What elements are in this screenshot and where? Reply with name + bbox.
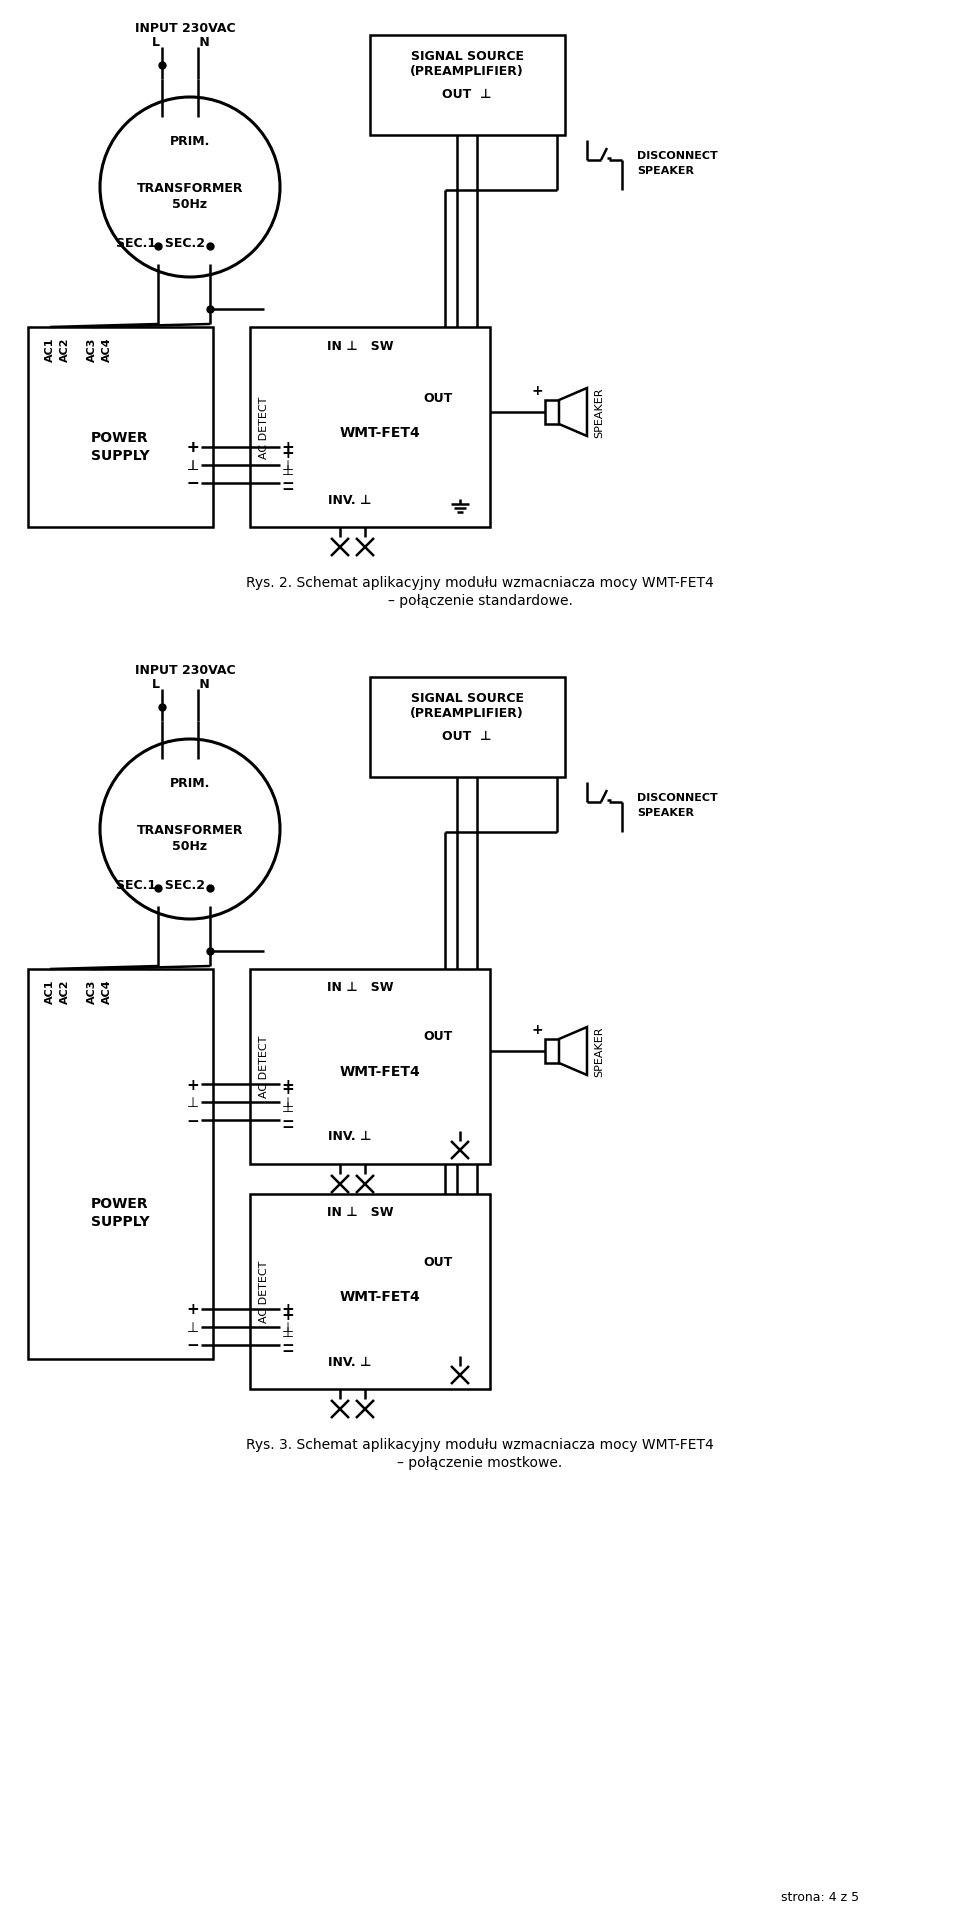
Text: −: − bbox=[281, 477, 295, 492]
Text: ⊥: ⊥ bbox=[282, 1095, 294, 1110]
Text: DISCONNECT: DISCONNECT bbox=[637, 151, 718, 161]
Text: PRIM.: PRIM. bbox=[170, 134, 210, 147]
Text: −: − bbox=[281, 482, 295, 498]
Text: −: − bbox=[281, 1338, 295, 1353]
Text: −: − bbox=[281, 1120, 295, 1133]
Text: AC3: AC3 bbox=[87, 980, 97, 1003]
Text: AC1: AC1 bbox=[45, 337, 55, 362]
Text: INPUT 230VAC: INPUT 230VAC bbox=[135, 662, 235, 676]
Text: WMT-FET4: WMT-FET4 bbox=[340, 1064, 420, 1078]
Text: −: − bbox=[186, 477, 200, 492]
Text: SUPPLY: SUPPLY bbox=[90, 448, 150, 463]
Text: POWER: POWER bbox=[91, 431, 149, 444]
Text: INPUT 230VAC: INPUT 230VAC bbox=[135, 21, 235, 34]
Text: SPEAKER: SPEAKER bbox=[594, 1026, 604, 1078]
Text: SEC.1  SEC.2: SEC.1 SEC.2 bbox=[115, 237, 204, 251]
Text: +: + bbox=[186, 1078, 200, 1091]
Text: AC4: AC4 bbox=[102, 337, 112, 362]
Text: 50Hz: 50Hz bbox=[173, 838, 207, 852]
Text: WMT-FET4: WMT-FET4 bbox=[340, 425, 420, 440]
Text: AC DETECT: AC DETECT bbox=[259, 1035, 269, 1097]
Text: L         N: L N bbox=[152, 36, 209, 48]
Text: TRANSFORMER: TRANSFORMER bbox=[136, 823, 243, 836]
Text: AC DETECT: AC DETECT bbox=[259, 1259, 269, 1323]
Text: +: + bbox=[281, 1081, 295, 1097]
Text: +: + bbox=[281, 446, 295, 459]
Bar bbox=[370, 36, 565, 136]
Text: SPEAKER: SPEAKER bbox=[637, 167, 694, 176]
Text: ⊥: ⊥ bbox=[187, 1321, 199, 1334]
Bar bbox=[28, 327, 213, 528]
Text: ⊥: ⊥ bbox=[282, 1324, 294, 1340]
Text: ⊥: ⊥ bbox=[282, 463, 294, 478]
Text: AC2: AC2 bbox=[60, 337, 70, 362]
Text: ⊥: ⊥ bbox=[282, 1321, 294, 1334]
Text: Rys. 3. Schemat aplikacyjny modułu wzmacniacza mocy WMT-FET4: Rys. 3. Schemat aplikacyjny modułu wzmac… bbox=[246, 1437, 714, 1451]
Text: WMT-FET4: WMT-FET4 bbox=[340, 1290, 420, 1303]
Text: (PREAMPLIFIER): (PREAMPLIFIER) bbox=[410, 65, 524, 77]
Text: IN ⊥   SW: IN ⊥ SW bbox=[326, 339, 394, 352]
Text: IN ⊥   SW: IN ⊥ SW bbox=[326, 982, 394, 993]
Text: SPEAKER: SPEAKER bbox=[637, 808, 694, 817]
Text: +: + bbox=[281, 440, 295, 456]
Text: OUT: OUT bbox=[423, 390, 452, 404]
Text: ⊥: ⊥ bbox=[282, 459, 294, 473]
Text: SUPPLY: SUPPLY bbox=[90, 1213, 150, 1229]
Text: INV. ⊥: INV. ⊥ bbox=[328, 1355, 372, 1369]
Text: AC1: AC1 bbox=[45, 980, 55, 1003]
Text: Rys. 2. Schemat aplikacyjny modułu wzmacniacza mocy WMT-FET4: Rys. 2. Schemat aplikacyjny modułu wzmac… bbox=[246, 576, 714, 590]
Text: SIGNAL SOURCE: SIGNAL SOURCE bbox=[411, 691, 523, 704]
Text: (PREAMPLIFIER): (PREAMPLIFIER) bbox=[410, 706, 524, 720]
Text: −: − bbox=[186, 1338, 200, 1353]
Text: OUT  ⊥: OUT ⊥ bbox=[443, 729, 492, 743]
Text: – połączenie standardowe.: – połączenie standardowe. bbox=[388, 593, 572, 607]
Text: +: + bbox=[281, 1302, 295, 1317]
Text: +: + bbox=[531, 1022, 542, 1037]
Text: +: + bbox=[186, 1302, 200, 1317]
Text: ⊥: ⊥ bbox=[187, 459, 199, 473]
Text: INV. ⊥: INV. ⊥ bbox=[328, 1129, 372, 1143]
Text: +: + bbox=[186, 440, 200, 456]
Text: SEC.1  SEC.2: SEC.1 SEC.2 bbox=[115, 879, 204, 892]
Text: −: − bbox=[281, 1112, 295, 1127]
Text: −: − bbox=[281, 1344, 295, 1359]
Text: INV. ⊥: INV. ⊥ bbox=[328, 494, 372, 505]
Bar bbox=[250, 1194, 490, 1390]
Text: OUT: OUT bbox=[423, 1030, 452, 1043]
Text: +: + bbox=[281, 1078, 295, 1091]
Bar bbox=[545, 1039, 559, 1064]
Bar bbox=[370, 678, 565, 777]
Text: +: + bbox=[186, 440, 200, 456]
Text: AC4: AC4 bbox=[102, 980, 112, 1003]
Bar bbox=[250, 327, 490, 528]
Text: POWER: POWER bbox=[91, 1196, 149, 1210]
Text: +: + bbox=[281, 1307, 295, 1323]
Text: AC3: AC3 bbox=[87, 337, 97, 362]
Bar bbox=[250, 970, 490, 1164]
Polygon shape bbox=[559, 389, 587, 436]
Text: IN ⊥   SW: IN ⊥ SW bbox=[326, 1206, 394, 1219]
Text: L         N: L N bbox=[152, 678, 209, 691]
Text: SIGNAL SOURCE: SIGNAL SOURCE bbox=[411, 50, 523, 63]
Text: DISCONNECT: DISCONNECT bbox=[637, 792, 718, 802]
Text: ⊥: ⊥ bbox=[187, 459, 199, 473]
Bar bbox=[28, 970, 213, 1359]
Text: AC DETECT: AC DETECT bbox=[259, 396, 269, 459]
Text: ⊥: ⊥ bbox=[282, 1101, 294, 1114]
Text: strona: 4 z 5: strona: 4 z 5 bbox=[780, 1891, 859, 1904]
Text: TRANSFORMER: TRANSFORMER bbox=[136, 182, 243, 195]
Bar bbox=[545, 400, 559, 425]
Text: −: − bbox=[186, 1112, 200, 1127]
Text: – połączenie mostkowe.: – połączenie mostkowe. bbox=[397, 1455, 563, 1470]
Text: SPEAKER: SPEAKER bbox=[594, 387, 604, 438]
Text: 50Hz: 50Hz bbox=[173, 197, 207, 211]
Text: −: − bbox=[186, 477, 200, 492]
Polygon shape bbox=[559, 1028, 587, 1076]
Text: PRIM.: PRIM. bbox=[170, 777, 210, 789]
Text: ⊥: ⊥ bbox=[187, 1095, 199, 1110]
Text: OUT: OUT bbox=[423, 1256, 452, 1267]
Text: +: + bbox=[531, 385, 542, 398]
Text: AC2: AC2 bbox=[60, 980, 70, 1003]
Text: OUT  ⊥: OUT ⊥ bbox=[443, 88, 492, 100]
